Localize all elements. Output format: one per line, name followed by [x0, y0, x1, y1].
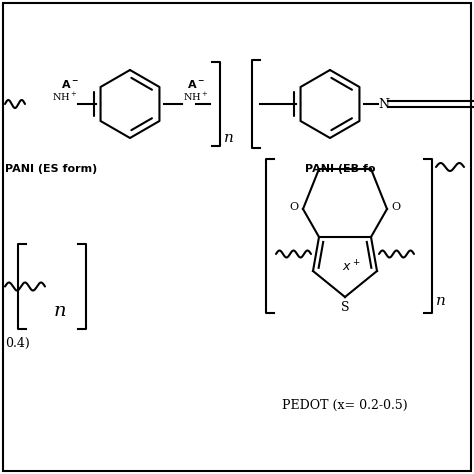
- Text: $\mathbf{A^-}$: $\mathbf{A^-}$: [61, 78, 79, 90]
- Text: n: n: [436, 294, 446, 308]
- FancyBboxPatch shape: [3, 3, 471, 471]
- Text: PANI (EB fo: PANI (EB fo: [305, 164, 375, 174]
- Text: 0.4): 0.4): [5, 337, 30, 350]
- Text: $x^+$: $x^+$: [342, 259, 360, 274]
- Text: n: n: [224, 131, 234, 145]
- Text: $\mathbf{A^-}$: $\mathbf{A^-}$: [187, 78, 205, 90]
- Text: O: O: [290, 202, 299, 212]
- Text: N: N: [378, 98, 389, 110]
- Text: PANI (ES form): PANI (ES form): [5, 164, 97, 174]
- Text: $\mathdefault{NH^+}$: $\mathdefault{NH^+}$: [183, 91, 209, 103]
- Text: S: S: [341, 301, 349, 314]
- Text: n: n: [54, 302, 66, 320]
- Text: PEDOT (x= 0.2-0.5): PEDOT (x= 0.2-0.5): [282, 399, 408, 412]
- Text: $\mathdefault{NH^+}$: $\mathdefault{NH^+}$: [52, 91, 77, 103]
- Text: O: O: [391, 202, 400, 212]
